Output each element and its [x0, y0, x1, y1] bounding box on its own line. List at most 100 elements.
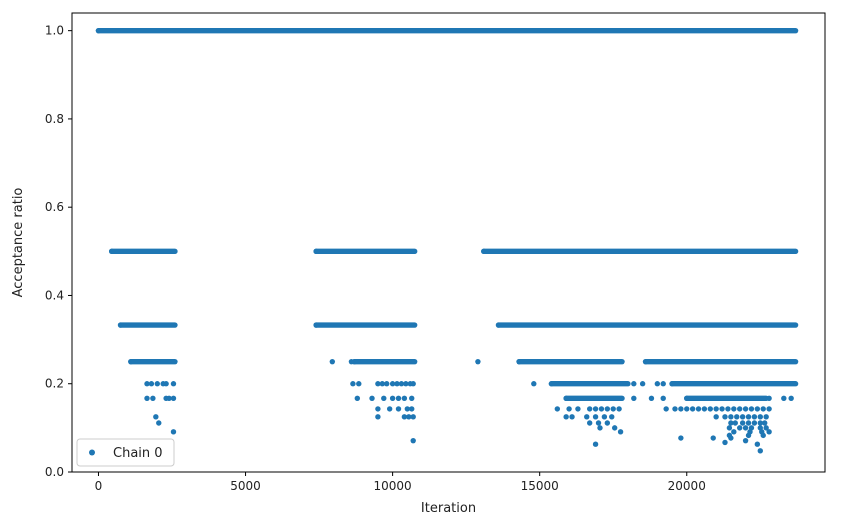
data-point [350, 381, 356, 387]
data-point [563, 414, 569, 420]
data-point [609, 414, 615, 420]
data-point [695, 406, 702, 412]
data-point [389, 395, 396, 401]
data-point [611, 425, 618, 431]
data-point [731, 429, 737, 435]
data-point [745, 432, 752, 439]
data-point [410, 414, 416, 420]
legend: Chain 0 [76, 438, 175, 467]
data-point [404, 406, 411, 412]
data-point [369, 395, 375, 401]
data-point [742, 425, 749, 431]
data-point [684, 406, 690, 412]
data-point [713, 406, 719, 412]
data-point [375, 381, 381, 387]
data-point [170, 381, 177, 387]
data-point [375, 414, 381, 420]
data-point [170, 395, 177, 401]
data-point [757, 420, 763, 426]
data-point [707, 406, 713, 412]
data-point [728, 420, 734, 426]
x-tick-label: 10000 [374, 479, 412, 493]
data-point [660, 381, 666, 387]
data-point [751, 414, 758, 420]
data-point [757, 448, 763, 454]
data-point [739, 414, 746, 420]
data-point [719, 406, 725, 412]
data-point [586, 406, 593, 412]
data-point [616, 406, 622, 412]
x-tick-label: 5000 [230, 479, 261, 493]
data-point [754, 441, 761, 447]
data-point [389, 381, 396, 387]
data-point [751, 420, 758, 426]
data-point [329, 358, 336, 365]
data-point [732, 420, 738, 426]
data-point [409, 395, 415, 401]
data-point [148, 381, 155, 387]
data-point [604, 406, 611, 412]
data-point [610, 406, 616, 412]
x-tick-label: 0 [95, 479, 103, 493]
data-point [144, 395, 150, 401]
data-point [154, 381, 161, 387]
data-point [354, 395, 361, 401]
data-point [410, 381, 416, 387]
data-point [654, 381, 661, 387]
data-point [663, 406, 669, 412]
data-point [639, 381, 646, 387]
data-point [356, 381, 362, 387]
x-tick-label: 20000 [668, 479, 706, 493]
data-point [569, 414, 575, 420]
data-point [375, 406, 381, 412]
data-point [386, 406, 393, 412]
data-point [156, 420, 162, 426]
data-point [406, 414, 412, 420]
data-point [660, 395, 666, 401]
data-point [592, 441, 599, 447]
data-point [748, 406, 755, 412]
data-point [672, 406, 678, 412]
data-point [736, 425, 743, 431]
data-point [739, 420, 746, 426]
data-point [592, 406, 599, 412]
axis-ticks: 0 5000 10000 15000 20000 0.0 0.2 0.4 0.6 0.8 1.0 [45, 24, 706, 493]
y-tick-label: 0.2 [45, 377, 64, 391]
data-point [401, 414, 408, 420]
data-point [592, 414, 599, 420]
data-point [713, 414, 719, 420]
data-points [95, 27, 799, 454]
data-point [144, 381, 150, 387]
data-point [760, 406, 766, 412]
data-point [689, 406, 696, 412]
data-point [554, 406, 561, 412]
data-point [166, 395, 172, 401]
data-point [153, 414, 159, 420]
data-point [745, 414, 752, 420]
data-point [728, 435, 734, 441]
data-point [379, 381, 386, 387]
data-point [584, 414, 590, 420]
data-point [763, 425, 769, 431]
data-point [763, 414, 769, 420]
data-point [754, 406, 761, 412]
data-point [398, 381, 405, 387]
data-point [395, 395, 402, 401]
y-tick-label: 0.4 [45, 288, 64, 302]
data-point [728, 414, 734, 420]
data-point [745, 420, 752, 426]
data-point [762, 420, 768, 426]
data-point [736, 406, 743, 412]
data-point [766, 406, 772, 412]
data-point [631, 381, 637, 387]
data-point [725, 406, 731, 412]
data-point [742, 406, 749, 412]
legend-marker [89, 449, 95, 456]
data-point [601, 414, 608, 420]
data-point [604, 420, 611, 426]
data-point [394, 381, 400, 387]
legend-box [76, 438, 175, 467]
y-axis-label: Acceptance ratio [11, 188, 26, 298]
